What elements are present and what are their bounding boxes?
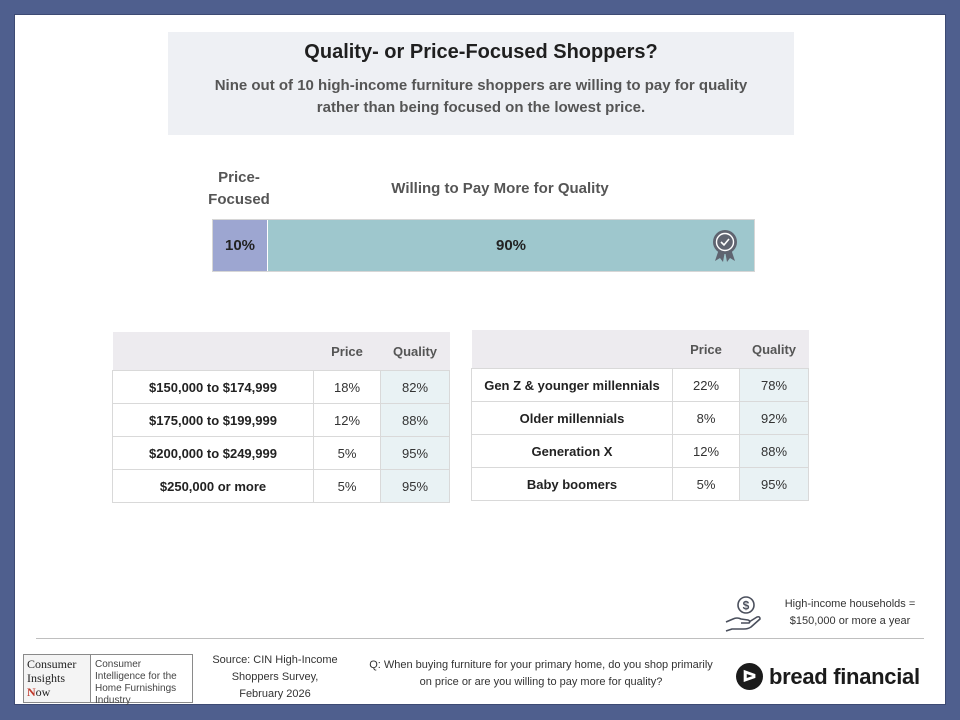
table-header-price: Price xyxy=(313,332,381,371)
cin-tagline: Consumer Intelligence for the Home Furni… xyxy=(90,655,192,706)
cin-logo-wordmark: Consumer Insights Now xyxy=(24,655,90,702)
row-price: 12% xyxy=(313,403,381,437)
table-row: Gen Z & younger millennials 22% 78% xyxy=(471,368,809,402)
price-segment: 10% xyxy=(213,220,268,271)
row-label: $200,000 to $249,999 xyxy=(112,436,314,470)
award-medal-icon xyxy=(710,229,740,267)
row-quality: 92% xyxy=(739,401,809,435)
row-label: Older millennials xyxy=(471,401,673,435)
table-row: $200,000 to $249,999 5% 95% xyxy=(112,436,450,470)
row-price: 12% xyxy=(672,434,740,468)
row-quality: 95% xyxy=(739,467,809,501)
table-header-price: Price xyxy=(672,330,740,369)
note-line-2: $150,000 or more a year xyxy=(789,615,911,627)
row-label: Gen Z & younger millennials xyxy=(471,368,673,402)
table-header-row: Price Quality xyxy=(112,332,450,371)
row-price: 18% xyxy=(313,370,381,404)
row-quality: 88% xyxy=(380,403,450,437)
income-definition-note: $ High-income households = $150,000 or m… xyxy=(724,595,934,635)
bread-financial-logo: ᐅ bread financial xyxy=(736,663,920,690)
row-quality: 82% xyxy=(380,370,450,404)
table-row: $150,000 to $174,999 18% 82% xyxy=(112,370,450,404)
row-label: $250,000 or more xyxy=(112,469,314,503)
table-row: Older millennials 8% 92% xyxy=(471,401,809,435)
row-price: 5% xyxy=(313,469,381,503)
table-header-blank xyxy=(112,332,314,371)
svg-text:$: $ xyxy=(743,599,750,613)
page-title: Quality- or Price-Focused Shoppers? xyxy=(304,41,658,63)
table-header-blank xyxy=(471,330,673,369)
quality-label: Willing to Pay More for Quality xyxy=(391,180,609,197)
price-segment-value: 10% xyxy=(224,237,256,254)
row-price: 5% xyxy=(313,436,381,470)
source-note: Source: CIN High-Income Shoppers Survey,… xyxy=(212,654,338,700)
table-row: Generation X 12% 88% xyxy=(471,434,809,468)
row-label: Baby boomers xyxy=(471,467,673,501)
row-quality: 95% xyxy=(380,436,450,470)
bread-wordmark: bread financial xyxy=(769,663,920,689)
row-label: $175,000 to $199,999 xyxy=(112,403,314,437)
share-bar: 10% 90% xyxy=(212,219,755,272)
cin-logo-line-2: Insights xyxy=(27,671,66,685)
row-label: Generation X xyxy=(471,434,673,468)
table-row: $250,000 or more 5% 95% xyxy=(112,469,450,503)
table-header-quality: Quality xyxy=(739,330,809,369)
row-price: 8% xyxy=(672,401,740,435)
cin-logo-line-1: Consumer xyxy=(27,657,77,671)
note-line-1: High-income households = xyxy=(784,598,916,610)
cin-logo-line-3: Now xyxy=(27,685,90,699)
table-header-row: Price Quality xyxy=(471,330,809,369)
page-subtitle: Nine out of 10 high-income furniture sho… xyxy=(214,77,748,116)
bread-mark-icon: ᐅ xyxy=(736,663,763,690)
row-quality: 78% xyxy=(739,368,809,402)
slide: Quality- or Price-Focused Shoppers? Nine… xyxy=(14,14,946,706)
cin-logo-rest: ow xyxy=(35,685,51,699)
survey-question: Q: When buying furniture for your primar… xyxy=(369,659,713,688)
generation-table: Price Quality Gen Z & younger millennial… xyxy=(471,330,809,501)
table-header-quality: Quality xyxy=(380,332,450,371)
row-label: $150,000 to $174,999 xyxy=(112,370,314,404)
cin-logo-initial: N xyxy=(27,685,36,699)
quality-segment: 90% xyxy=(268,220,754,271)
row-price: 5% xyxy=(672,467,740,501)
footer-divider xyxy=(36,638,924,639)
row-quality: 88% xyxy=(739,434,809,468)
header-box: Quality- or Price-Focused Shoppers? Nine… xyxy=(168,32,794,135)
row-price: 22% xyxy=(672,368,740,402)
quality-segment-value: 90% xyxy=(495,237,527,254)
income-table: Price Quality $150,000 to $174,999 18% 8… xyxy=(112,332,450,503)
table-row: Baby boomers 5% 95% xyxy=(471,467,809,501)
hand-money-icon: $ xyxy=(724,595,762,638)
price-focused-label: Price-Focused xyxy=(208,169,270,208)
cin-logo: Consumer Insights Now Consumer Intellige… xyxy=(23,654,193,706)
table-row: $175,000 to $199,999 12% 88% xyxy=(112,403,450,437)
row-quality: 95% xyxy=(380,469,450,503)
